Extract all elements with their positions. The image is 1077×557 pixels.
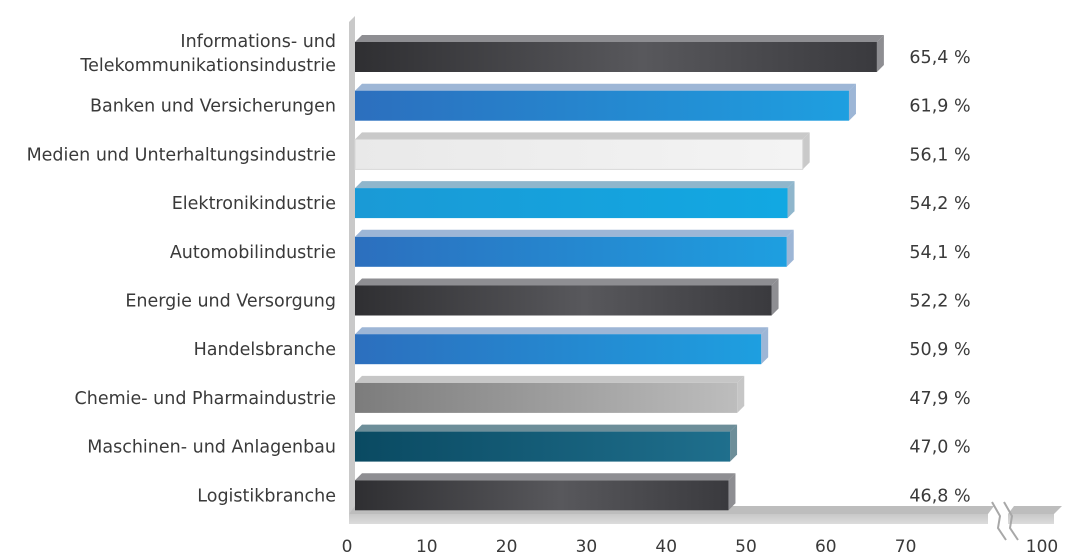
bar <box>355 42 877 72</box>
x-tick-label: 100 <box>1026 537 1058 553</box>
value-label: 61,9 % <box>909 97 970 117</box>
category-label: Logistikbranche <box>197 486 336 506</box>
value-label: 47,0 % <box>909 438 970 458</box>
bar <box>355 334 762 365</box>
x-axis-base-top-right <box>1008 506 1062 514</box>
bar <box>355 480 729 511</box>
bar-side-face <box>802 132 810 170</box>
bar <box>355 90 849 121</box>
bar-top-face <box>355 229 794 237</box>
value-label: 54,2 % <box>909 194 970 214</box>
bar-top-face <box>355 132 810 140</box>
bar-side-face <box>737 375 745 413</box>
bar-top-face <box>355 278 779 286</box>
x-axis-base <box>349 514 988 524</box>
category-label: Maschinen- und Anlagenbau <box>87 438 336 458</box>
bar <box>355 431 731 462</box>
value-label: 56,1 % <box>909 145 970 165</box>
value-label: 52,2 % <box>909 292 970 312</box>
bar <box>355 236 787 267</box>
category-label: Energie und Versorgung <box>125 292 336 312</box>
x-tick-label: 0 <box>342 537 353 553</box>
bar-side-face <box>786 229 794 267</box>
bar-top-face <box>355 375 745 383</box>
bar-side-face <box>761 327 769 365</box>
value-label: 47,9 % <box>909 389 970 409</box>
x-tick-label: 60 <box>815 537 837 553</box>
bar-top-face <box>355 424 738 432</box>
bar-side-face <box>771 278 779 316</box>
axis-break-mark-2 <box>1003 501 1019 541</box>
bar-top-face <box>355 83 856 91</box>
category-label: Banken und Versicherungen <box>90 97 336 117</box>
bar-top-face <box>355 327 769 335</box>
bars-layer <box>354 35 884 511</box>
value-label: 46,8 % <box>909 486 970 506</box>
category-label: Automobilindustrie <box>170 243 336 263</box>
category-label: Medien und Unterhaltungsindustrie <box>27 145 336 165</box>
x-tick-label: 10 <box>416 537 438 553</box>
x-tick-label: 50 <box>735 537 757 553</box>
category-label: Handelsbranche <box>194 340 336 360</box>
x-tick-label: 70 <box>895 537 917 553</box>
y-axis-wall <box>349 16 355 514</box>
category-label: Informations- und Telekommunikationsindus… <box>79 32 336 76</box>
bar-side-face <box>787 181 795 219</box>
value-label: 65,4 % <box>909 48 970 68</box>
bar-side-face <box>730 424 738 462</box>
x-axis-base-right <box>1008 514 1054 524</box>
bar <box>354 138 804 170</box>
bar <box>355 285 772 316</box>
labels-layer: Informations- und Telekommunikationsindus… <box>27 32 971 506</box>
bar-side-face <box>848 83 856 121</box>
x-tick-label: 40 <box>655 537 677 553</box>
x-tick-label: 20 <box>496 537 518 553</box>
bar <box>355 382 738 413</box>
bar-top-face <box>355 473 736 481</box>
x-tick-label: 30 <box>576 537 598 553</box>
axis-break-mark <box>991 501 1007 541</box>
bar-top-face <box>355 35 884 42</box>
bar <box>355 188 788 219</box>
bar-side-face <box>876 35 884 72</box>
bar-side-face <box>728 473 736 511</box>
value-label: 54,1 % <box>909 243 970 263</box>
value-label: 50,9 % <box>909 340 970 360</box>
bar-top-face <box>355 181 795 189</box>
category-label: Chemie- und Pharmaindustrie <box>75 389 336 409</box>
category-label: Elektronikindustrie <box>172 194 336 214</box>
